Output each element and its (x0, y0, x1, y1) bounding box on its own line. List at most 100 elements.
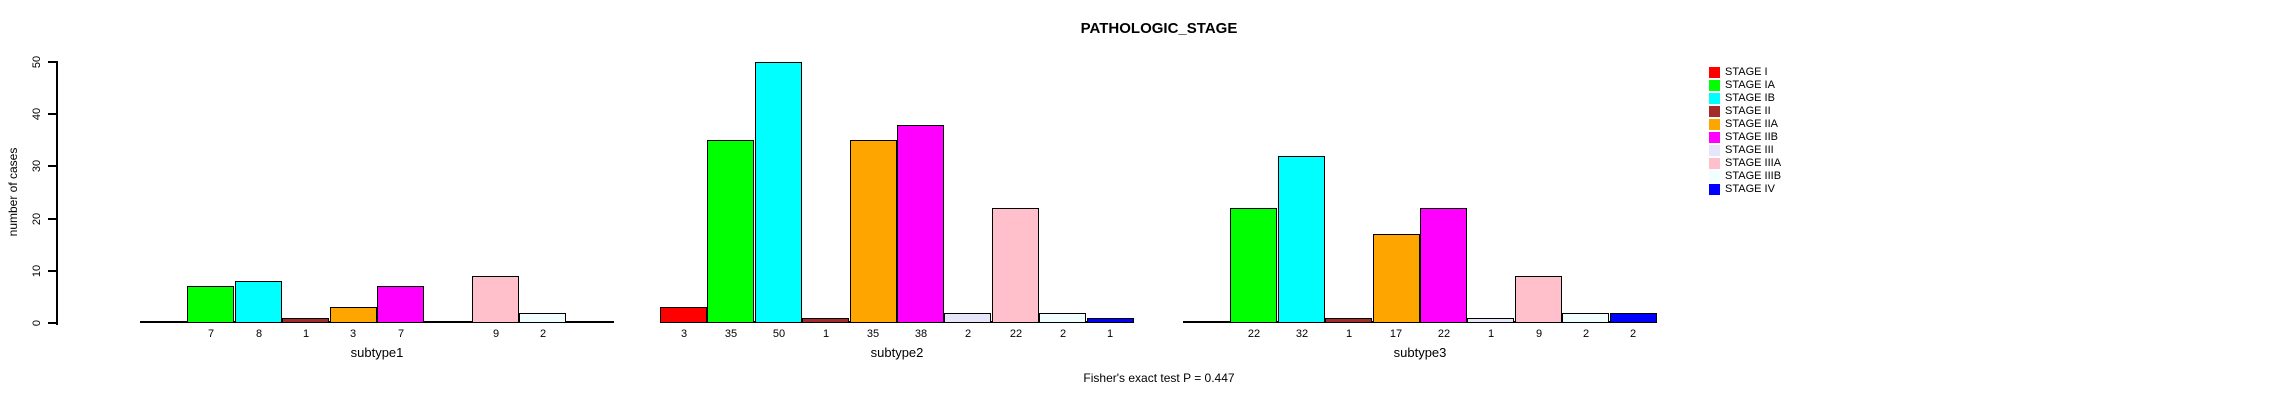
bar-count-label: 35 (724, 328, 738, 340)
bar-count-label: 9 (492, 328, 500, 340)
bar-count-label: 38 (914, 328, 928, 340)
bar-count-label: 3 (349, 328, 357, 340)
bar-count-label: 9 (1535, 328, 1543, 340)
legend-label: STAGE IIA (1725, 118, 1778, 130)
legend-swatch (1709, 106, 1720, 117)
bar (282, 318, 329, 323)
legend-item: STAGE II (1709, 105, 1781, 118)
legend-swatch (1709, 132, 1720, 143)
legend-swatch (1709, 145, 1720, 156)
legend-swatch (1709, 80, 1720, 91)
bar (187, 286, 234, 323)
legend-swatch (1709, 67, 1720, 78)
annotation-text: Fisher's exact test P = 0.447 (1083, 371, 1235, 385)
bar (850, 140, 897, 323)
legend-swatch (1709, 119, 1720, 130)
bar (1087, 318, 1134, 323)
bar-count-label: 2 (1059, 328, 1067, 340)
bar-count-label: 50 (772, 328, 786, 340)
bar (1420, 208, 1467, 323)
bar (330, 307, 377, 323)
y-tick (48, 165, 56, 168)
bar (897, 125, 944, 323)
legend-label: STAGE IIB (1725, 131, 1778, 143)
legend-label: STAGE II (1725, 105, 1771, 117)
bar-count-label: 1 (822, 328, 830, 340)
legend-item: STAGE I (1709, 66, 1781, 79)
y-axis-line (56, 61, 58, 325)
legend-label: STAGE III (1725, 144, 1774, 156)
group-label: subtype3 (1393, 345, 1447, 360)
legend-item: STAGE IV (1709, 183, 1781, 196)
bar (1515, 276, 1562, 323)
bar-count-label: 8 (255, 328, 263, 340)
group-label: subtype2 (870, 345, 924, 360)
bar-count-label: 2 (539, 328, 547, 340)
legend-item: STAGE III (1709, 144, 1781, 157)
y-tick-label: 50 (31, 55, 43, 69)
legend-item: STAGE IA (1709, 79, 1781, 92)
bar (519, 313, 566, 323)
bar (1325, 318, 1372, 323)
bar (377, 286, 424, 323)
y-tick (48, 61, 56, 63)
bar-count-label: 2 (1582, 328, 1590, 340)
y-tick-label: 0 (31, 319, 43, 327)
legend-item: STAGE IB (1709, 92, 1781, 105)
bar (992, 208, 1039, 323)
legend-label: STAGE IB (1725, 92, 1775, 104)
bar-count-label: 17 (1389, 328, 1403, 340)
legend-item: STAGE IIIB (1709, 170, 1781, 183)
legend-item: STAGE IIB (1709, 131, 1781, 144)
bar (755, 62, 802, 323)
legend-swatch (1709, 171, 1720, 182)
y-tick-label: 30 (31, 160, 43, 173)
bar-count-label: 2 (1629, 328, 1637, 340)
bar (472, 276, 519, 323)
legend-swatch (1709, 184, 1720, 195)
y-tick-label: 10 (31, 264, 43, 277)
bar-count-label: 32 (1295, 328, 1309, 340)
bar (707, 140, 754, 323)
legend-label: STAGE I (1725, 66, 1768, 78)
bar-count-label: 2 (964, 328, 972, 340)
bar (944, 313, 991, 323)
legend-swatch (1709, 93, 1720, 104)
bar-count-label: 1 (1487, 328, 1495, 340)
bar (1467, 318, 1514, 323)
bar-count-label: 1 (302, 328, 310, 340)
legend-label: STAGE IV (1725, 183, 1775, 195)
bar (1278, 156, 1325, 323)
bar (660, 307, 707, 323)
y-tick (48, 217, 56, 220)
legend-label: STAGE IA (1725, 79, 1775, 91)
y-axis-label: number of cases (6, 147, 20, 237)
y-tick (48, 269, 56, 272)
legend: STAGE I STAGE IA STAGE IB STAGE II STAGE IIA… (1709, 66, 1781, 196)
y-tick (48, 322, 56, 324)
legend-swatch (1709, 158, 1720, 169)
legend-label: STAGE IIIA (1725, 157, 1782, 169)
bar-count-label: 7 (207, 328, 215, 340)
bar-count-label: 1 (1106, 328, 1114, 340)
bar-count-label: 22 (1437, 328, 1451, 340)
y-tick-label: 40 (31, 108, 43, 121)
legend-label: STAGE IIIB (1725, 170, 1782, 182)
bar (235, 281, 282, 323)
chart-title: PATHOLOGIC_STAGE (1080, 20, 1238, 37)
bar (1230, 208, 1277, 323)
y-tick (48, 113, 56, 116)
bar (1610, 313, 1657, 323)
bar-count-label: 7 (397, 328, 405, 340)
bar (802, 318, 849, 323)
bar-count-label: 35 (866, 328, 880, 340)
bar (1039, 313, 1086, 323)
bar (1562, 313, 1609, 323)
y-tick-label: 20 (31, 212, 43, 225)
legend-item: STAGE IIIA (1709, 157, 1781, 170)
bar-count-label: 22 (1247, 328, 1261, 340)
bar-count-label: 1 (1345, 328, 1353, 340)
bar-count-label: 22 (1009, 328, 1023, 340)
group-label: subtype1 (350, 345, 404, 360)
